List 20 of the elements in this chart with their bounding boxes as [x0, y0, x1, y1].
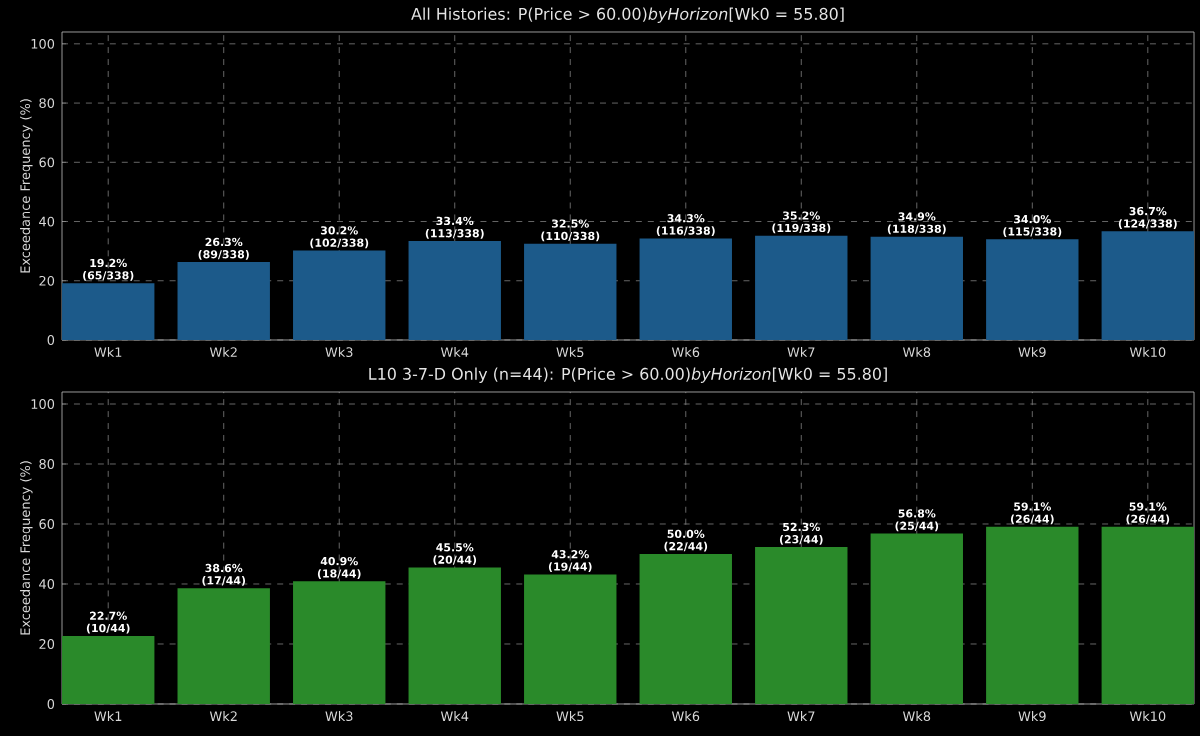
bar	[870, 533, 963, 704]
bar	[408, 567, 501, 704]
bar	[755, 235, 848, 340]
bar	[639, 554, 732, 704]
bar	[293, 250, 386, 340]
bar	[870, 236, 963, 340]
bar	[293, 581, 386, 704]
bar	[755, 547, 848, 704]
bar	[177, 588, 270, 704]
bar	[1101, 526, 1195, 704]
bar	[986, 239, 1079, 340]
bar	[1101, 231, 1195, 340]
bar	[408, 241, 501, 340]
bar	[524, 243, 617, 340]
bar	[524, 574, 617, 704]
bar	[62, 635, 155, 704]
bar	[639, 238, 732, 340]
bar	[986, 526, 1079, 704]
bar	[62, 283, 155, 340]
bar	[177, 262, 270, 340]
